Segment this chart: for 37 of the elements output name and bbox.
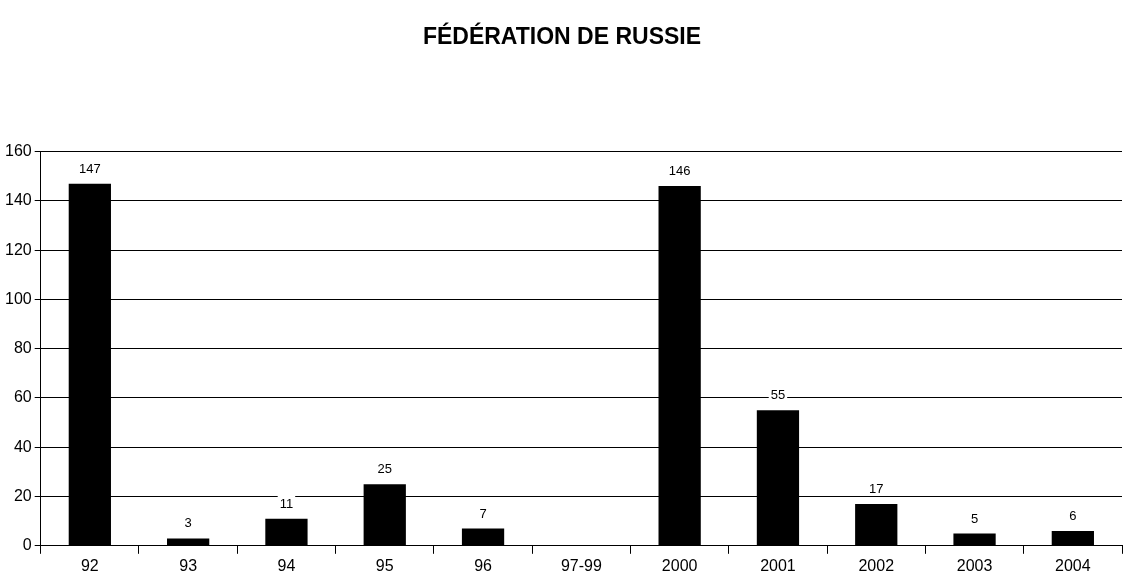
bar <box>167 538 210 546</box>
y-tick-label: 80 <box>13 339 32 357</box>
x-tick-label: 2003 <box>956 556 993 574</box>
x-tick-label: 97-99 <box>560 556 602 574</box>
data-label: 146 <box>668 163 691 179</box>
data-label: 25 <box>377 461 392 477</box>
y-tick-label: 100 <box>4 289 32 307</box>
data-label: 147 <box>78 160 101 176</box>
x-tick-label: 95 <box>375 556 394 574</box>
data-label: 11 <box>279 495 294 511</box>
y-tick-label: 140 <box>4 191 32 209</box>
y-tick-label: 40 <box>13 437 32 455</box>
chart-title: FÉDÉRATION DE RUSSIE <box>422 22 702 50</box>
x-tick-label: 93 <box>179 556 198 574</box>
data-label: 17 <box>869 480 884 496</box>
data-label: 3 <box>184 515 192 531</box>
x-tick-label: 2000 <box>661 556 698 574</box>
x-tick-label: 2004 <box>1055 556 1091 574</box>
y-tick-label: 60 <box>13 388 32 406</box>
bar <box>953 533 996 546</box>
x-tick-label: 92 <box>80 556 99 574</box>
y-tick-label: 160 <box>4 142 32 160</box>
data-label: 55 <box>770 387 786 403</box>
data-label: 5 <box>970 510 979 526</box>
y-tick-label: 20 <box>13 486 32 504</box>
data-label: 6 <box>1069 508 1077 524</box>
bar <box>855 503 898 546</box>
x-tick-label: 96 <box>474 556 493 574</box>
bar <box>265 518 308 546</box>
x-tick-label: 94 <box>277 556 296 574</box>
data-label: 7 <box>479 505 487 521</box>
x-tick-label: 2002 <box>858 556 895 574</box>
y-tick-label: 120 <box>4 240 32 258</box>
y-tick-label: 0 <box>22 536 32 554</box>
x-tick-label: 2001 <box>760 556 796 574</box>
bar <box>461 528 505 546</box>
bar <box>1051 531 1094 546</box>
